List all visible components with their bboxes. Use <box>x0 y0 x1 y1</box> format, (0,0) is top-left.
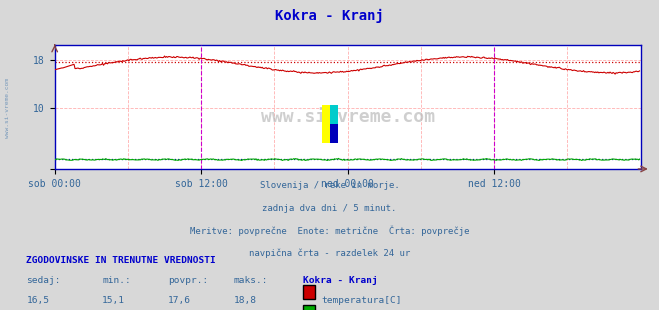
Text: Meritve: povprečne  Enote: metrične  Črta: povprečje: Meritve: povprečne Enote: metrične Črta:… <box>190 226 469 237</box>
Bar <box>330 124 338 143</box>
Bar <box>322 105 330 143</box>
Bar <box>330 105 338 124</box>
Text: 15,1: 15,1 <box>102 296 125 305</box>
Text: povpr.:: povpr.: <box>168 276 208 285</box>
Text: 17,6: 17,6 <box>168 296 191 305</box>
Text: zadnja dva dni / 5 minut.: zadnja dva dni / 5 minut. <box>262 204 397 213</box>
Text: www.si-vreme.com: www.si-vreme.com <box>260 108 435 126</box>
Text: maks.:: maks.: <box>234 276 268 285</box>
Text: Kokra - Kranj: Kokra - Kranj <box>303 276 378 285</box>
Text: Kokra - Kranj: Kokra - Kranj <box>275 9 384 24</box>
Text: www.si-vreme.com: www.si-vreme.com <box>5 78 11 139</box>
Text: ZGODOVINSKE IN TRENUTNE VREDNOSTI: ZGODOVINSKE IN TRENUTNE VREDNOSTI <box>26 256 216 265</box>
Text: temperatura[C]: temperatura[C] <box>322 296 402 305</box>
Text: Slovenija / reke in morje.: Slovenija / reke in morje. <box>260 181 399 190</box>
Text: min.:: min.: <box>102 276 131 285</box>
Text: sedaj:: sedaj: <box>26 276 61 285</box>
Text: navpična črta - razdelek 24 ur: navpična črta - razdelek 24 ur <box>249 248 410 258</box>
Text: 16,5: 16,5 <box>26 296 49 305</box>
Text: 18,8: 18,8 <box>234 296 257 305</box>
